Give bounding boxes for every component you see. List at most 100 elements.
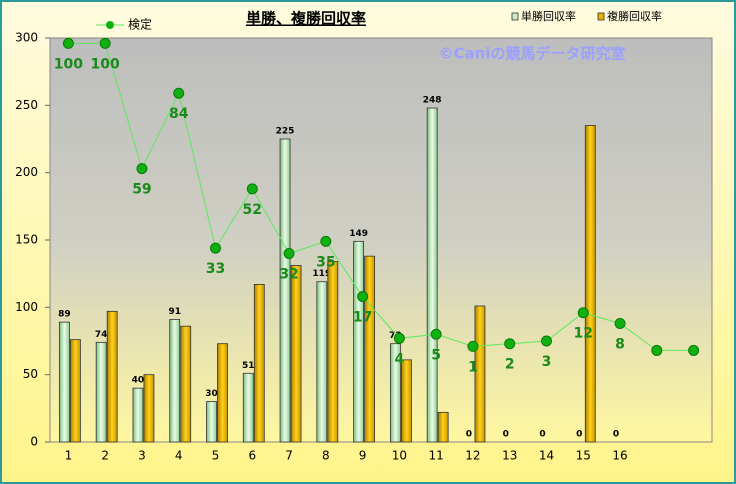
point-label: 100 [54,56,83,72]
marker [430,328,442,340]
y-tick-label: 0 [30,435,38,449]
y-tick-label: 50 [23,367,38,381]
point-label: 17 [353,310,372,326]
x-tick-label: 15 [576,449,591,463]
y-tick-label: 150 [15,233,38,247]
data-label: 30 [205,389,218,399]
marker [651,344,663,356]
bar [253,284,265,443]
point-label: 33 [206,261,225,277]
marker [210,242,221,254]
x-tick-label: 13 [502,449,517,463]
marker [393,332,405,344]
x-tick-label: 4 [175,449,183,463]
x-tick-label: 8 [322,449,330,463]
marker [136,163,148,175]
x-tick-label: 14 [539,449,554,463]
bar [400,359,412,443]
marker [614,317,626,329]
data-label: 0 [466,430,472,440]
legend-label: 検定 [128,17,152,32]
point-label: 4 [395,351,405,367]
y-tick-label: 300 [15,31,38,45]
point-label: 100 [91,56,120,72]
bar [180,325,192,443]
legend-swatch [511,12,519,21]
marker [357,291,369,303]
data-label: 0 [576,430,582,440]
data-label: 0 [539,430,545,440]
marker [320,235,332,247]
data-label: 248 [423,96,442,106]
bar [169,319,181,443]
legend-swatch [597,12,605,21]
x-tick-label: 1 [65,449,73,463]
point-label: 84 [169,106,189,122]
legend-marker [106,21,114,29]
bar [69,339,81,443]
bar [106,310,118,443]
marker [283,247,295,259]
x-tick-label: 10 [392,449,407,463]
legend-label: 複勝回収率 [607,9,662,23]
plot-area [49,37,713,443]
x-tick-label: 5 [212,449,220,463]
bar [474,305,486,443]
data-label: 89 [58,310,71,320]
x-tick-label: 9 [359,449,367,463]
bar [290,265,302,443]
data-label: 51 [242,361,255,371]
data-label: 74 [95,330,108,340]
bar [316,281,328,443]
point-label: 2 [505,357,515,373]
x-tick-label: 2 [101,449,109,463]
bar [327,261,339,443]
bar [437,411,449,443]
point-label: 8 [615,336,625,352]
bar [143,374,155,443]
bar [58,321,70,443]
bar [206,401,217,443]
point-label: 3 [542,354,552,370]
marker [577,307,589,319]
marker [173,87,185,99]
marker [688,344,700,356]
marker [541,335,552,347]
bar [95,341,107,443]
y-tick-label: 100 [15,300,38,314]
x-tick-label: 12 [465,449,480,463]
marker [62,37,74,49]
legend-label: 単勝回収率 [521,9,576,23]
data-label: 119 [312,269,331,279]
bar [217,343,228,443]
bar [364,255,376,443]
chart-title: 単勝、複勝回収率 [246,10,366,28]
x-tick-label: 16 [612,449,627,463]
point-label: 12 [574,326,593,342]
data-label: 0 [613,430,619,440]
bar [389,343,401,443]
line [68,42,694,351]
point-label: 35 [316,254,335,270]
x-tick-label: 6 [248,449,256,463]
bar [353,240,365,443]
point-label: 5 [431,347,441,363]
bar [279,138,291,443]
marker [246,183,258,195]
point-label: 1 [468,359,478,375]
marker [99,37,111,49]
bar [584,125,596,443]
point-label: 59 [132,182,151,198]
x-tick-label: 7 [285,449,293,463]
x-tick-label: 11 [429,449,444,463]
bar [426,107,438,443]
data-label: 225 [276,127,295,137]
data-label: 91 [168,307,181,317]
data-label: 149 [349,229,368,239]
bar [242,372,254,443]
point-label: 52 [243,202,262,218]
x-tick-label: 3 [138,449,146,463]
annotation: ©Caniの競馬データ研究室 [439,45,626,63]
marker [504,338,516,350]
